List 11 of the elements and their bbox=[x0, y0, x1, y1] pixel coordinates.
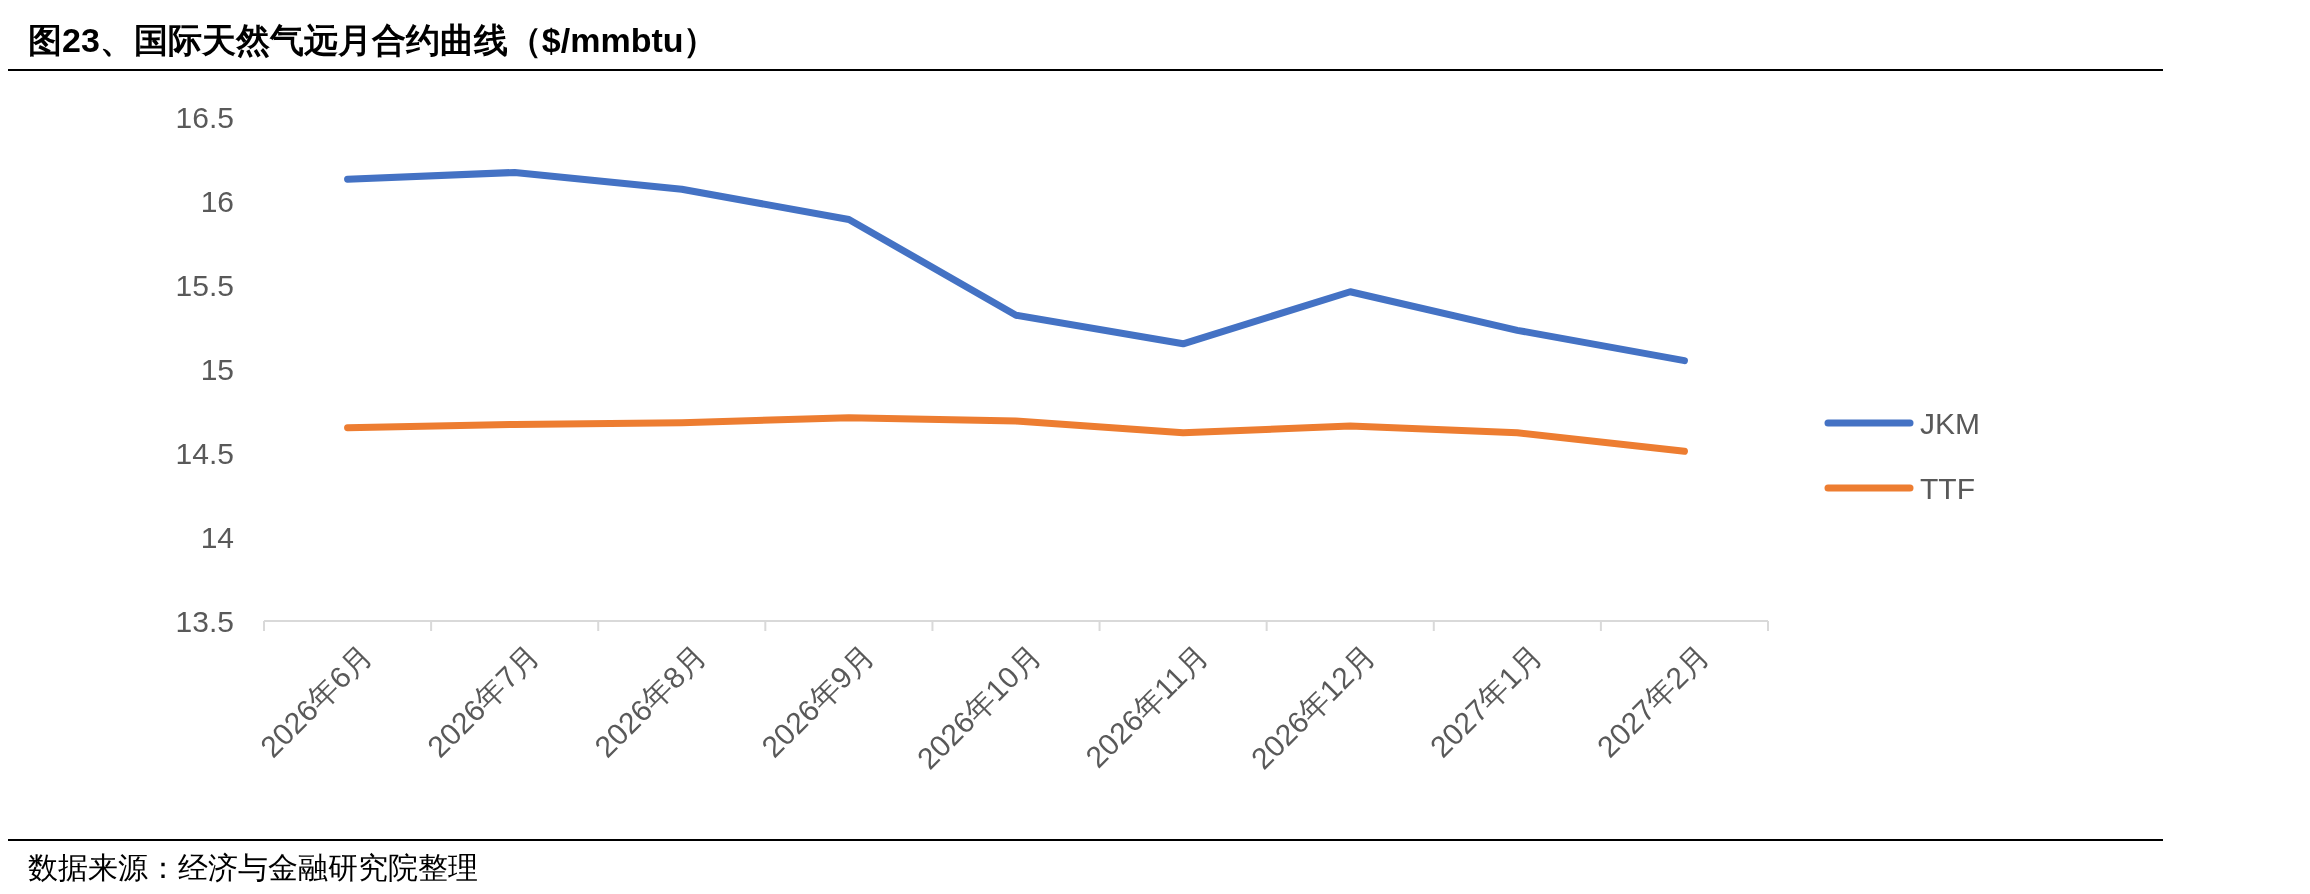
legend-label: TTF bbox=[1920, 471, 1975, 505]
chart-title: 图23、国际天然气远月合约曲线（$/mmbtu） bbox=[28, 21, 718, 59]
legend-label: JKM bbox=[1920, 406, 1980, 440]
y-tick-label: 15 bbox=[200, 352, 234, 386]
y-tick-label: 13.5 bbox=[175, 604, 234, 638]
source-note: 数据来源：经济与金融研究院整理 bbox=[28, 851, 478, 884]
y-tick-label: 15.5 bbox=[175, 268, 234, 302]
y-tick-label: 16 bbox=[200, 184, 234, 218]
y-tick-label: 14.5 bbox=[175, 436, 234, 470]
y-tick-label: 14 bbox=[200, 520, 234, 554]
y-tick-label: 16.5 bbox=[175, 100, 234, 134]
